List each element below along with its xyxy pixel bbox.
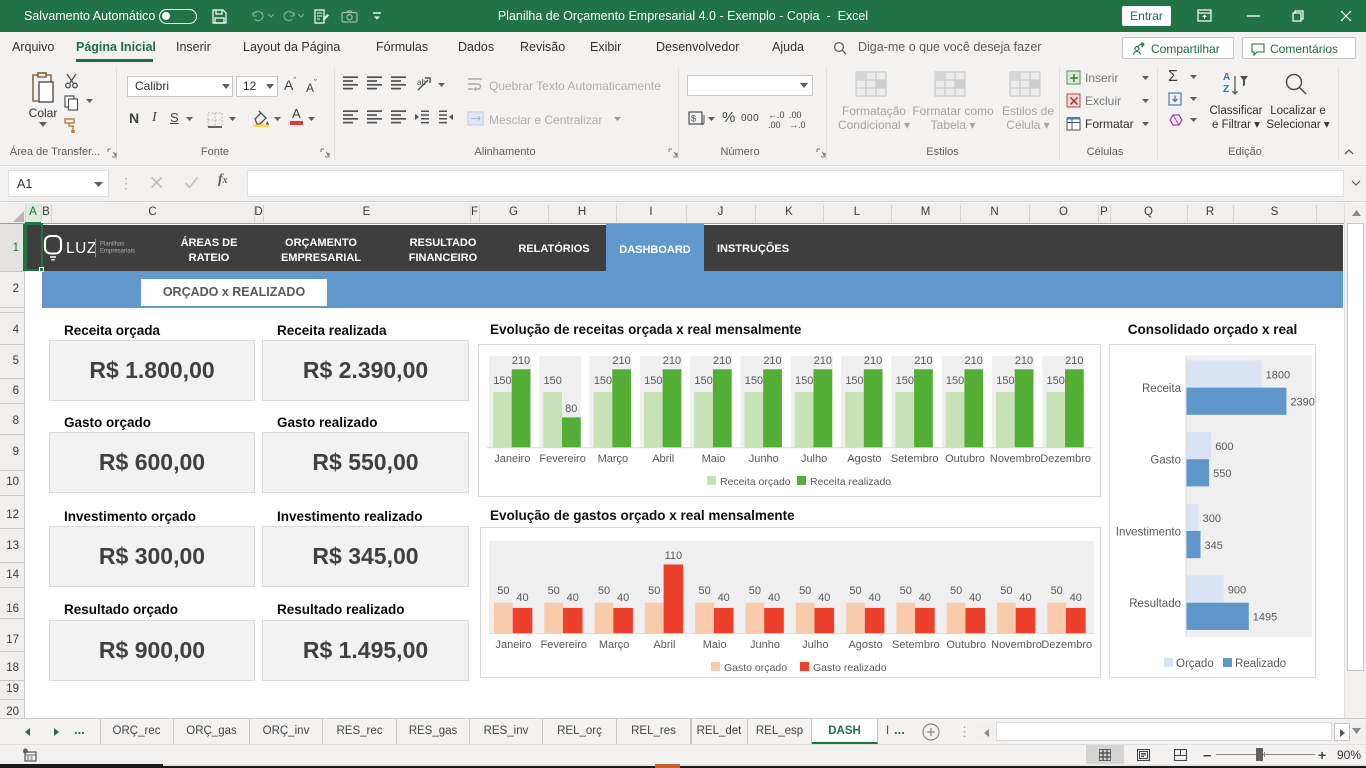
svg-text:Investimento: Investimento [1116, 526, 1181, 538]
svg-text:Z: Z [1223, 84, 1229, 95]
svg-text:40: 40 [868, 592, 880, 604]
svg-text:50: 50 [1000, 585, 1012, 597]
svg-text:50: 50 [799, 585, 811, 597]
svg-text:Março: Março [599, 639, 630, 651]
svg-text:210: 210 [512, 355, 530, 367]
svg-text:Agosto: Agosto [847, 453, 881, 465]
svg-text:Julho: Julho [801, 453, 827, 465]
svg-text:345: 345 [1205, 540, 1223, 552]
svg-text:40: 40 [617, 592, 629, 604]
svg-text:Novembro: Novembro [991, 639, 1042, 651]
svg-text:Outubro: Outubro [945, 453, 985, 465]
svg-text:40: 40 [718, 592, 730, 604]
svg-text:Janeiro: Janeiro [494, 453, 530, 465]
svg-text:Novembro: Novembro [990, 453, 1041, 465]
svg-text:210: 210 [1015, 355, 1033, 367]
svg-text:1495: 1495 [1253, 612, 1277, 624]
svg-text:Julho: Julho [802, 639, 828, 651]
svg-text:Maio: Maio [702, 453, 726, 465]
svg-text:50: 50 [497, 585, 509, 597]
svg-text:150: 150 [544, 375, 562, 387]
svg-text:Outubro: Outubro [946, 639, 986, 651]
svg-text:150: 150 [694, 375, 712, 387]
svg-text:50: 50 [1051, 585, 1063, 597]
svg-text:210: 210 [663, 355, 681, 367]
svg-text:150: 150 [644, 375, 662, 387]
svg-text:150: 150 [1047, 375, 1065, 387]
svg-text:Receita realizado: Receita realizado [810, 476, 891, 488]
svg-text:50: 50 [648, 585, 660, 597]
svg-text:Agosto: Agosto [848, 639, 882, 651]
svg-text:Junho: Junho [750, 639, 780, 651]
svg-text:Planilhas: Planilhas [100, 242, 124, 248]
svg-text:40: 40 [768, 592, 780, 604]
svg-text:LUZ: LUZ [66, 240, 97, 257]
svg-text:Maio: Maio [703, 639, 727, 651]
svg-text:150: 150 [996, 375, 1014, 387]
svg-text:150: 150 [946, 375, 964, 387]
svg-text:50: 50 [548, 585, 560, 597]
svg-text:210: 210 [965, 355, 983, 367]
svg-text:Receita: Receita [1142, 383, 1182, 395]
svg-text:ab: ab [417, 78, 426, 87]
svg-text:Gasto: Gasto [1150, 455, 1181, 467]
svg-text:Empresariais: Empresariais [100, 249, 135, 255]
svg-text:110: 110 [665, 550, 683, 562]
svg-text:210: 210 [612, 355, 630, 367]
svg-text:Setembro: Setembro [891, 453, 939, 465]
svg-text:600: 600 [1215, 441, 1233, 453]
svg-text:80: 80 [565, 403, 577, 415]
svg-text:150: 150 [745, 375, 763, 387]
svg-text:Fevereiro: Fevereiro [541, 639, 587, 651]
svg-text:210: 210 [1065, 355, 1083, 367]
svg-text:Dezembro: Dezembro [1040, 453, 1091, 465]
svg-text:Orçado: Orçado [1176, 658, 1214, 670]
svg-text:150: 150 [795, 375, 813, 387]
svg-text:Junho: Junho [749, 453, 779, 465]
svg-text:50: 50 [749, 585, 761, 597]
svg-text:Dezembro: Dezembro [1041, 639, 1092, 651]
svg-text:1800: 1800 [1266, 369, 1290, 381]
svg-text:50: 50 [698, 585, 710, 597]
svg-text:210: 210 [864, 355, 882, 367]
svg-text:Gasto orçado: Gasto orçado [724, 662, 787, 674]
svg-text:Resultado: Resultado [1129, 598, 1181, 610]
svg-text:$: $ [691, 114, 696, 124]
svg-text:50: 50 [900, 585, 912, 597]
svg-text:40: 40 [919, 592, 931, 604]
svg-text:Fevereiro: Fevereiro [539, 453, 585, 465]
svg-text:Abril: Abril [653, 639, 675, 651]
svg-text:Realizado: Realizado [1235, 658, 1286, 670]
svg-text:40: 40 [567, 592, 579, 604]
svg-text:150: 150 [493, 375, 511, 387]
svg-text:50: 50 [598, 585, 610, 597]
svg-text:210: 210 [763, 355, 781, 367]
svg-text:40: 40 [818, 592, 830, 604]
svg-text:300: 300 [1203, 513, 1221, 525]
svg-text:40: 40 [1019, 592, 1031, 604]
svg-text:150: 150 [594, 375, 612, 387]
svg-text:40: 40 [1070, 592, 1082, 604]
svg-text:50: 50 [950, 585, 962, 597]
svg-text:Março: Março [598, 453, 629, 465]
svg-text:210: 210 [713, 355, 731, 367]
svg-text:A: A [1223, 72, 1230, 83]
svg-text:Janeiro: Janeiro [495, 639, 531, 651]
svg-text:Abril: Abril [652, 453, 674, 465]
svg-text:150: 150 [896, 375, 914, 387]
svg-text:150: 150 [845, 375, 863, 387]
svg-text:550: 550 [1213, 468, 1231, 480]
svg-text:40: 40 [516, 592, 528, 604]
svg-text:210: 210 [914, 355, 932, 367]
svg-text:2390: 2390 [1290, 397, 1314, 409]
svg-text:40: 40 [969, 592, 981, 604]
svg-text:Gasto realizado: Gasto realizado [813, 662, 887, 674]
svg-text:50: 50 [849, 585, 861, 597]
svg-text:210: 210 [814, 355, 832, 367]
svg-text:900: 900 [1228, 585, 1246, 597]
svg-text:Setembro: Setembro [892, 639, 940, 651]
svg-text:Receita orçado: Receita orçado [720, 476, 791, 488]
